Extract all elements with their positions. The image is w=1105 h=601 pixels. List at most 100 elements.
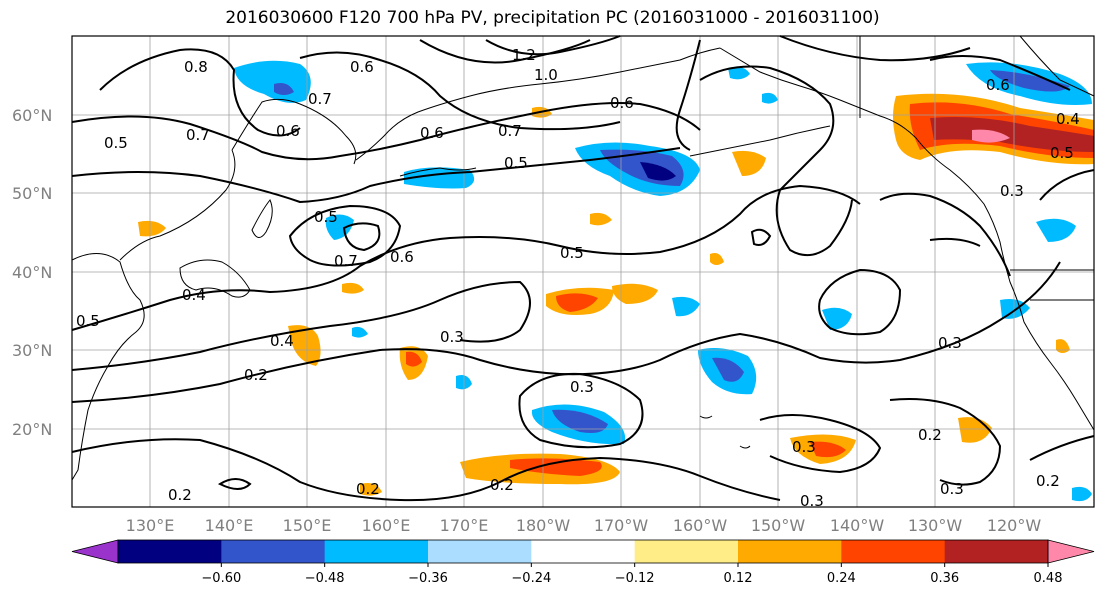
contour-label: 0.3 [440,328,464,346]
pos-blob [1056,339,1070,353]
lon-label: 170°E [440,516,489,535]
pos-blob [732,150,766,176]
contour-label: 1.2 [512,46,536,64]
neg-blob [822,307,852,330]
map-panel: 0.8 0.6 1.2 1.0 0.7 0.6 0.7 0.6 0.5 0.7 … [71,35,1095,510]
colorbar-extend-low [71,539,119,564]
lon-label: 140°W [830,516,885,535]
contour-labels: 0.8 0.6 1.2 1.0 0.7 0.6 0.7 0.6 0.5 0.7 … [76,46,1080,510]
lon-label: 150°W [751,516,806,535]
contour-label: 0.7 [498,122,522,140]
neg-blob [1036,218,1076,242]
colorbar: −0.60 −0.48 −0.36 −0.24 −0.12 0.12 0.24 0.36 0.4… [71,539,1095,586]
pv-contours [71,35,1095,502]
colorbar-box [221,540,326,563]
contour-label: 0.6 [610,94,634,112]
neg-core [552,409,608,433]
pos-blob [138,220,166,237]
contour-label: 0.4 [270,332,294,350]
lon-label: 130°E [126,516,175,535]
contour-label: 0.5 [504,154,528,172]
neg-blob [672,296,700,317]
contour-label: 0.6 [276,122,300,140]
contour-label: 0.2 [356,480,380,498]
colorbar-tick-label: −0.12 [615,571,655,586]
contour-label: 0.2 [168,486,192,504]
contour-label: 0.2 [1036,472,1060,490]
pos-blob [288,325,321,366]
colorbar-tick-label: −0.24 [511,571,551,586]
contour-label: 0.7 [308,90,332,108]
pos-blob [590,212,612,226]
neg-core [640,162,676,181]
contour-label: 1.0 [534,66,558,84]
pos-blob [342,282,364,294]
contour-label: 0.4 [1056,110,1080,128]
colorbar-box [841,540,946,563]
contour-label: 0.5 [76,312,100,330]
neg-blob [1072,486,1092,502]
coastlines [71,35,1095,481]
lon-label: 170°W [594,516,649,535]
neg-core [712,357,744,382]
lon-label: 150°E [283,516,332,535]
colorbar-box [428,540,532,563]
colorbar-segments [71,539,1095,564]
neg-blob [352,326,368,338]
pos-max [972,129,1010,143]
colorbar-tick-label: 0.36 [930,571,959,586]
contour-label: 0.6 [350,58,374,76]
lon-label: 120°W [987,516,1042,535]
contour-label: 0.6 [420,124,444,142]
colorbar-tick-label: −0.36 [408,571,448,586]
lat-label: 50°N [12,184,52,203]
longitude-labels: 130°E 140°E 150°E 160°E 170°E 180°W 170°… [126,516,1042,535]
neg-blob [325,214,354,240]
colorbar-ticks: −0.60 −0.48 −0.36 −0.24 −0.12 0.12 0.24 0.36 0.4… [201,563,1063,586]
contour-label: 0.2 [490,476,514,494]
colorbar-border [117,539,1049,564]
pos-blob [612,283,658,304]
colorbar-box [118,540,222,563]
colorbar-box [531,540,636,563]
contour-label: 0.2 [918,426,942,444]
contour-label: 0.3 [938,334,962,352]
contour-label: 0.7 [186,126,210,144]
lon-label: 160°W [673,516,728,535]
contour-label: 0.3 [570,378,594,396]
contour-label: 0.8 [184,58,208,76]
pos-core [556,293,598,312]
pos-core [810,441,846,458]
lat-label: 40°N [12,263,52,282]
contour-label: 0.5 [1050,144,1074,162]
pos-blob [710,253,724,265]
colorbar-box [634,540,739,563]
contour-label: 0.3 [800,492,824,510]
colorbar-tick-label: −0.60 [201,571,241,586]
contour-label: 0.3 [940,480,964,498]
contour-label: 0.5 [560,244,584,262]
map-title: 2016030600 F120 700 hPa PV, precipitatio… [225,8,880,28]
contour-label: 0.4 [182,286,206,304]
colorbar-box [738,540,842,563]
colorbar-tick-label: 0.48 [1034,571,1063,586]
pos-core [510,458,602,476]
lat-label: 60°N [12,106,52,125]
contour-label: 0.5 [104,134,128,152]
lon-label: 130°W [908,516,963,535]
contour-label: 0.7 [334,252,358,270]
lon-label: 140°E [205,516,254,535]
lat-label: 20°N [12,420,52,439]
neg-core [990,70,1070,92]
colorbar-box [324,540,429,563]
pos-core [930,117,1094,152]
pos-core [406,351,422,367]
lat-label: 30°N [12,341,52,360]
lon-label: 180°W [516,516,571,535]
colorbar-extend-high [1047,539,1095,564]
contour-label: 0.6 [390,248,414,266]
colorbar-tick-label: 0.12 [724,571,753,586]
map-border [71,35,1095,508]
neg-blob [728,66,750,80]
